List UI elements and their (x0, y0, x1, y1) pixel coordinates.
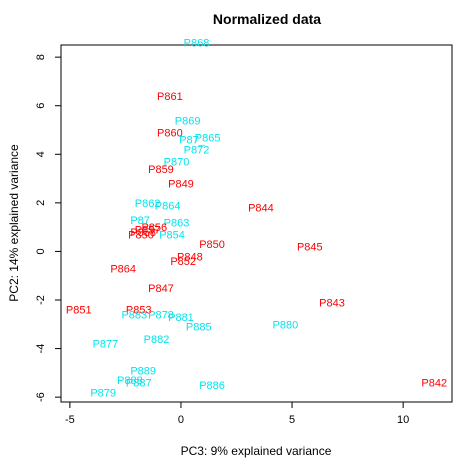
point-label: P843 (319, 297, 345, 309)
x-tick-label: 5 (289, 414, 295, 426)
point-label: P863 (164, 217, 190, 229)
plot-frame (60, 44, 453, 403)
point-label: P847 (148, 283, 174, 295)
point-label: P869 (175, 115, 201, 127)
point-label: P861 (157, 91, 183, 103)
point-label: P87_ (179, 135, 206, 147)
point-label: P887 (126, 378, 152, 390)
point-label: P862 (135, 198, 161, 210)
point-label: P845 (297, 242, 323, 254)
point-label: P850 (199, 239, 225, 251)
y-tick-label: 8 (35, 54, 47, 60)
point-label: P865 (195, 132, 221, 144)
x-axis: -5 0 5 10 (65, 402, 409, 426)
point-label: P848 (177, 251, 203, 263)
x-tick-label: -5 (65, 414, 75, 426)
point-label: P879 (90, 387, 116, 399)
point-label: P850 (128, 229, 154, 241)
point-label: P872 (184, 144, 210, 156)
point-label: P857 (135, 225, 161, 237)
y-tick-label: 2 (35, 200, 47, 206)
point-label: P877 (93, 339, 119, 351)
point-label: P854 (159, 229, 185, 241)
y-axis: -6 -4 -2 0 2 4 6 8 (35, 54, 61, 402)
point-label: P860 (157, 127, 183, 139)
y-axis-title: PC2: 14% explained variance (7, 144, 21, 302)
point-label: P888 (117, 375, 143, 387)
point-label: P878 (148, 310, 174, 322)
point-label: P882 (144, 334, 170, 346)
point-label: P856 (141, 222, 167, 234)
point-label: P880 (273, 319, 299, 331)
point-label: P885 (186, 322, 212, 334)
point-label: P844 (248, 203, 274, 215)
y-tick-label: -2 (35, 295, 47, 305)
point-label: P842 (421, 378, 447, 390)
y-tick-label: -4 (35, 344, 47, 354)
point-label: P870 (164, 157, 190, 169)
point-label: P883 (121, 310, 147, 322)
point-label: P864 (155, 200, 181, 212)
y-tick-label: 6 (35, 103, 47, 109)
y-tick-label: -6 (35, 392, 47, 402)
point-label: P87_ (130, 215, 157, 227)
point-label: P868 (184, 38, 210, 50)
chart-title: Normalized data (213, 11, 321, 27)
x-tick-label: 10 (397, 414, 409, 426)
point-label: P852 (170, 256, 196, 268)
point-label: P864 (110, 263, 136, 275)
y-tick-label: 0 (35, 248, 47, 254)
point-label: P859 (148, 164, 174, 176)
point-label: P886 (199, 380, 225, 392)
point-label: P858 (130, 227, 156, 239)
x-axis-title: PC3: 9% explained variance (181, 444, 332, 458)
point-label: P853 (126, 305, 152, 317)
point-label: P851 (66, 305, 92, 317)
x-tick-label: 0 (178, 414, 184, 426)
point-label: P889 (130, 365, 156, 377)
y-tick-label: 4 (35, 151, 47, 157)
point-label: P881 (168, 312, 194, 324)
point-label: P849 (168, 178, 194, 190)
